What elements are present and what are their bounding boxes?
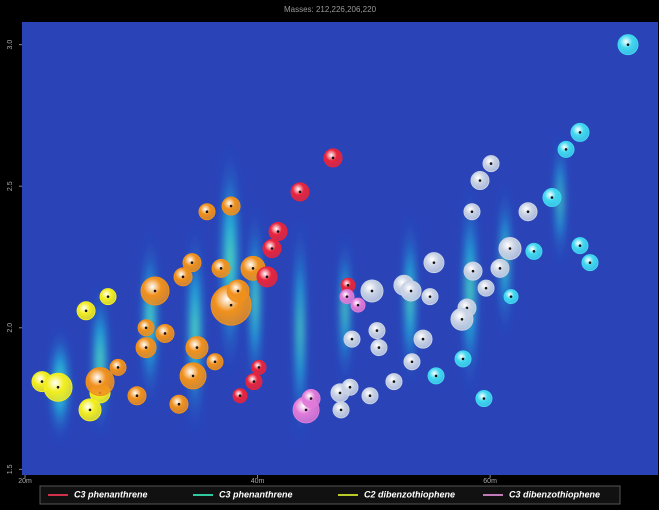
bubble-center xyxy=(298,190,302,194)
bubble-center xyxy=(550,196,554,199)
bubble-center xyxy=(432,261,436,264)
y-tick-label: 2.5 xyxy=(7,181,14,191)
bubble-center xyxy=(564,148,568,151)
bubble-center xyxy=(532,250,536,253)
bubble-center xyxy=(356,303,360,307)
legend-label: C2 dibenzothiophene xyxy=(364,489,455,499)
bubble-center xyxy=(489,162,493,165)
y-tick-label: 3.0 xyxy=(7,40,14,50)
bubble-center xyxy=(465,306,469,310)
y-tick-label: 1.5 xyxy=(7,464,14,474)
bubble-center xyxy=(370,289,374,293)
bubble-center xyxy=(265,275,269,279)
bubble-center xyxy=(471,269,475,273)
bubble-center xyxy=(252,380,256,383)
bubble-center xyxy=(251,267,255,270)
legend xyxy=(39,485,621,505)
bubble-center xyxy=(236,289,240,293)
y-tick-label: 2.0 xyxy=(7,323,14,333)
bubble-center xyxy=(345,295,349,298)
legend-label: C3 phenanthrene xyxy=(74,489,148,499)
bubble-center xyxy=(392,380,396,383)
bubble-center xyxy=(84,309,88,313)
bubble-center xyxy=(144,346,148,349)
bubble-center xyxy=(526,210,530,213)
legend-label: C3 phenanthrene xyxy=(219,489,293,499)
bubble-center xyxy=(135,394,139,398)
bubble-center xyxy=(409,289,413,293)
bubble-center xyxy=(375,329,379,332)
bubble-center xyxy=(331,156,335,160)
bubble-center xyxy=(478,179,482,182)
bubble-center xyxy=(368,394,372,398)
bubble-center xyxy=(460,317,464,321)
bubble-center xyxy=(56,385,60,389)
bubble-center xyxy=(116,366,120,369)
bubble-center xyxy=(98,380,102,383)
bubble-center xyxy=(338,391,342,395)
legend-label: C3 dibenzothiophene xyxy=(509,489,600,499)
bubble-center xyxy=(106,295,110,298)
bubble-center xyxy=(88,408,92,412)
bubble-center xyxy=(177,402,181,406)
bubble-center xyxy=(578,131,582,134)
bubble-center xyxy=(461,357,465,361)
bubble-center xyxy=(40,380,44,383)
bubble-center xyxy=(163,332,167,335)
bubble-center xyxy=(588,261,592,264)
x-tick-label: 20m xyxy=(18,478,32,485)
bubble-center xyxy=(229,204,233,208)
bubble-center xyxy=(509,295,513,298)
x-tick-label: 40m xyxy=(251,478,265,485)
bubble-center xyxy=(205,210,209,213)
bubble-center xyxy=(578,244,582,247)
bubble-center xyxy=(219,267,223,270)
bubble-center xyxy=(377,346,381,349)
bubble-center xyxy=(346,284,350,287)
bubble-center xyxy=(350,337,354,341)
bubble-center xyxy=(276,230,280,233)
bubble-center xyxy=(144,326,148,330)
bubble-center xyxy=(484,286,488,290)
bubble-center xyxy=(339,408,343,412)
bubble-center xyxy=(270,247,274,250)
bubble-center xyxy=(257,366,261,369)
bubble-center xyxy=(229,303,233,307)
bubble-center xyxy=(304,408,308,412)
bubble-center xyxy=(195,346,199,349)
bubble-center xyxy=(410,360,414,364)
bubble-center xyxy=(508,247,512,250)
bubble-center xyxy=(213,360,217,364)
bubble-center xyxy=(309,397,313,400)
x-tick-label: 60m xyxy=(483,478,497,485)
bubble-center xyxy=(498,267,502,270)
bubble-center xyxy=(191,374,195,378)
bubble-center xyxy=(626,43,630,46)
bubble-center xyxy=(470,210,474,213)
bubble-center xyxy=(421,337,425,341)
chart-title: Masses: 212,226,206,220 xyxy=(284,5,377,14)
bubble-center xyxy=(190,261,194,264)
bubble-center xyxy=(181,275,185,279)
bubble-center xyxy=(482,397,486,400)
bubble-center xyxy=(153,289,157,293)
bubble-center xyxy=(434,374,438,378)
bubble-center xyxy=(348,385,352,389)
bubble-center xyxy=(428,295,432,298)
bubble-center xyxy=(238,394,242,398)
